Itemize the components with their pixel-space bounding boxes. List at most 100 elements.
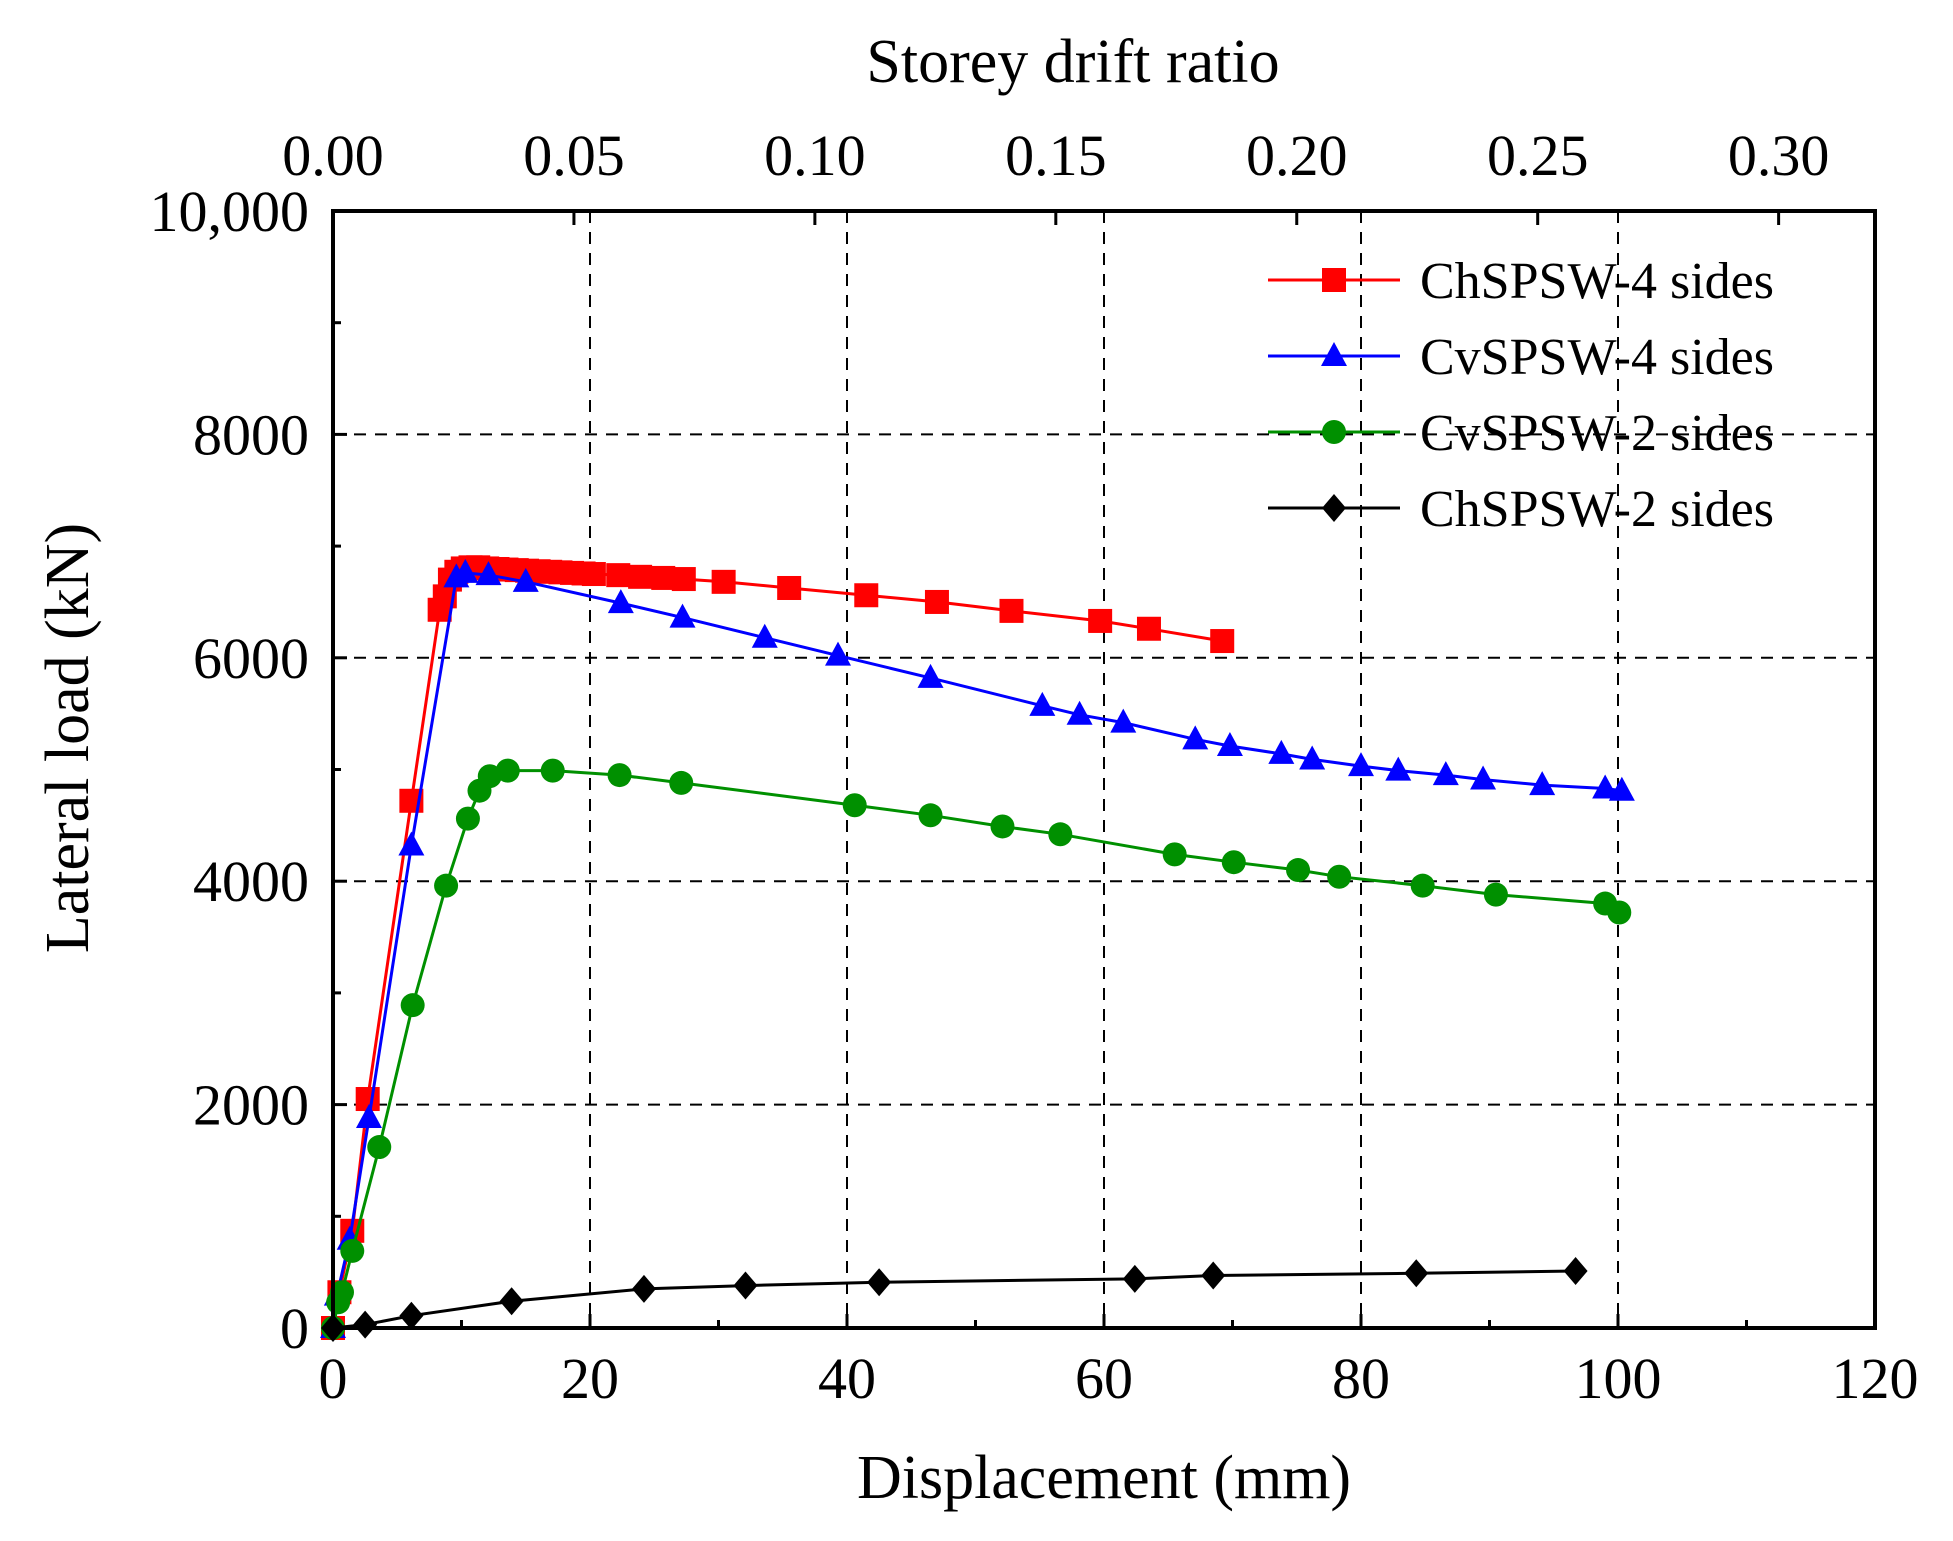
data-point xyxy=(651,565,676,590)
legend-item-0: ChSPSW-4 sides xyxy=(1268,253,1774,310)
axis-ticks xyxy=(331,209,1877,1330)
x-tick-label: 20 xyxy=(561,1346,619,1411)
series-0 xyxy=(321,555,1235,1340)
data-point xyxy=(1404,1259,1429,1288)
data-point xyxy=(400,993,425,1018)
x2-tick-label: 0.20 xyxy=(1246,123,1348,188)
series-3 xyxy=(321,1257,1588,1342)
data-point xyxy=(581,562,606,587)
data-point xyxy=(1162,842,1187,867)
data-point xyxy=(1483,882,1508,907)
x-tick-label: 100 xyxy=(1575,1346,1662,1411)
data-point xyxy=(1348,752,1374,777)
data-point xyxy=(1210,629,1235,654)
x-axis-title: Displacement (mm) xyxy=(857,1444,1351,1512)
x-tick-label: 40 xyxy=(818,1346,876,1411)
data-point xyxy=(1470,765,1497,790)
series-line xyxy=(331,571,1623,1329)
data-point xyxy=(1122,1264,1147,1293)
data-point xyxy=(499,1287,524,1316)
data-point xyxy=(711,569,736,594)
x2-tick-label: 0.25 xyxy=(1487,123,1589,188)
legend-label: ChSPSW-2 sides xyxy=(1420,481,1774,538)
data-point xyxy=(1607,900,1632,925)
data-point xyxy=(631,1274,656,1303)
legend-marker xyxy=(1322,268,1346,292)
data-point xyxy=(990,814,1015,839)
data-point xyxy=(1088,608,1113,633)
data-point xyxy=(1286,858,1311,883)
y-tick-label: 6000 xyxy=(193,626,309,691)
data-point xyxy=(1563,1257,1588,1286)
data-point xyxy=(607,589,634,614)
data-point xyxy=(329,1280,354,1305)
data-point xyxy=(399,1301,424,1330)
data-point xyxy=(1385,756,1412,781)
data-point xyxy=(434,873,459,898)
series-line xyxy=(331,769,1621,1329)
data-point xyxy=(1432,761,1459,786)
data-point xyxy=(452,558,479,583)
series-2 xyxy=(321,758,1632,1340)
series-line xyxy=(331,565,1223,1329)
y-tick-label: 10,000 xyxy=(150,179,310,244)
data-point xyxy=(1110,708,1137,733)
legend-item-2: CvSPSW-2 sides xyxy=(1268,405,1774,462)
data-point xyxy=(1327,864,1352,889)
data-point xyxy=(1221,850,1246,875)
legend-item-3: ChSPSW-2 sides xyxy=(1268,481,1774,538)
data-point xyxy=(540,758,565,783)
data-point xyxy=(669,770,694,795)
x2-tick-label: 0.30 xyxy=(1728,123,1830,188)
data-point xyxy=(628,564,653,589)
data-point xyxy=(924,589,949,614)
x-tick-label: 80 xyxy=(1332,1346,1390,1411)
y-tick-label: 8000 xyxy=(193,402,309,467)
data-point xyxy=(1299,745,1326,770)
data-point xyxy=(671,567,696,592)
data-point xyxy=(340,1238,365,1263)
series-1 xyxy=(320,558,1635,1338)
data-point xyxy=(353,1310,378,1339)
data-point xyxy=(1201,1261,1226,1290)
y-axis-title: Lateral load (kN) xyxy=(34,523,102,953)
x-tick-label: 0 xyxy=(319,1346,348,1411)
data-point xyxy=(606,563,631,588)
tick-labels: 0 20 40 60 80 100 1200200040006000800010,0000.… xyxy=(150,123,1919,1411)
grid xyxy=(333,211,1875,1328)
legend-label: ChSPSW-4 sides xyxy=(1420,253,1774,310)
data-point xyxy=(1268,739,1295,764)
y-tick-label: 2000 xyxy=(193,1073,309,1138)
data-point xyxy=(777,575,802,600)
x2-tick-label: 0.10 xyxy=(764,123,866,188)
data-point xyxy=(1182,725,1209,750)
legend-label: CvSPSW-4 sides xyxy=(1420,329,1774,386)
data-point xyxy=(355,1104,382,1129)
legend-marker xyxy=(1321,342,1347,366)
data-point xyxy=(607,763,632,788)
data-point xyxy=(751,623,778,648)
legend-item-1: CvSPSW-4 sides xyxy=(1268,329,1774,386)
data-point xyxy=(999,598,1024,623)
data-point xyxy=(1216,732,1243,757)
x2-axis-title: Storey drift ratio xyxy=(866,28,1279,96)
data-point xyxy=(842,793,867,818)
data-point xyxy=(455,806,480,831)
y-tick-label: 4000 xyxy=(193,849,309,914)
data-point xyxy=(854,583,879,608)
x2-tick-label: 0.05 xyxy=(523,123,625,188)
x2-tick-label: 0.00 xyxy=(282,123,384,188)
data-point xyxy=(918,803,943,828)
data-point xyxy=(1592,774,1619,799)
data-point xyxy=(512,567,539,592)
data-point xyxy=(1608,776,1635,801)
x-tick-label: 120 xyxy=(1832,1346,1919,1411)
series-group xyxy=(320,555,1635,1342)
data-point xyxy=(917,663,944,688)
data-point xyxy=(398,831,425,856)
data-point xyxy=(733,1271,758,1300)
data-point xyxy=(867,1268,892,1297)
x-tick-label: 60 xyxy=(1075,1346,1133,1411)
data-point xyxy=(1529,771,1556,796)
